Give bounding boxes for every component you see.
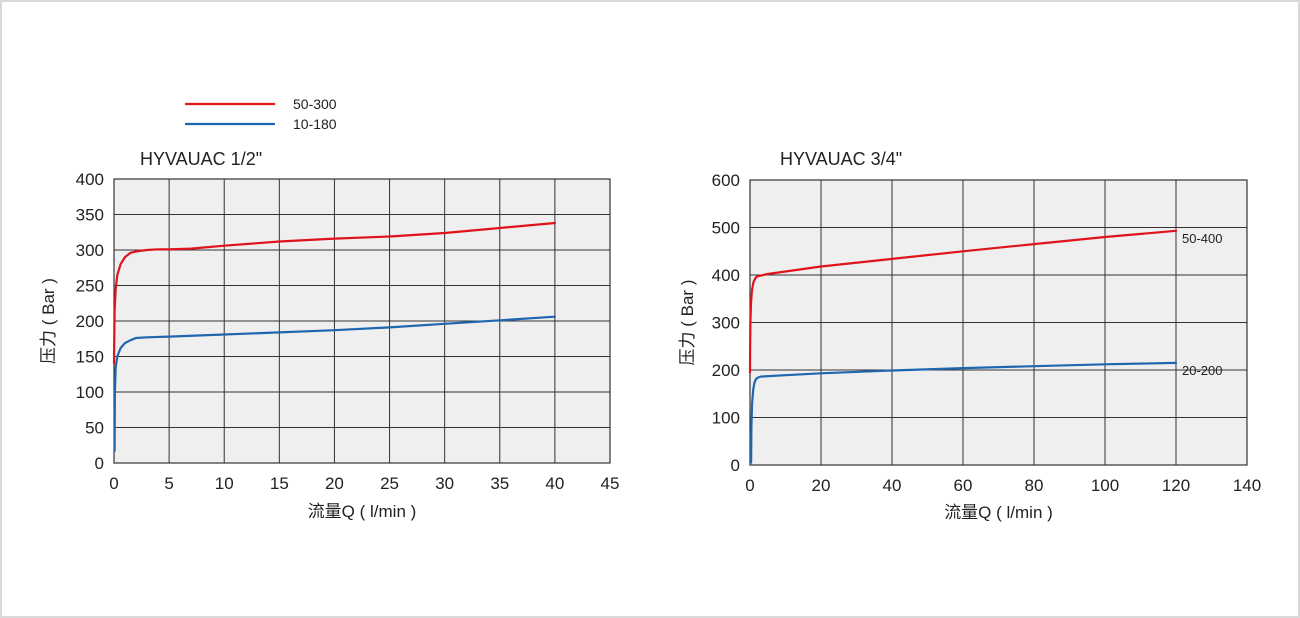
series-line-50-400 [748, 229, 1178, 374]
x-tick-label: 0 [745, 476, 754, 495]
series-line-10-180 [113, 315, 557, 452]
x-tick-label: 15 [270, 474, 289, 493]
chart-title: HYVAUAC 1/2" [140, 149, 262, 169]
y-tick-label: 400 [712, 266, 740, 285]
y-tick-label: 50 [85, 419, 104, 438]
legend-label-10-180: 10-180 [293, 116, 337, 132]
y-tick-label: 250 [76, 277, 104, 296]
y-tick-label: 500 [712, 219, 740, 238]
x-tick-label: 35 [490, 474, 509, 493]
y-tick-label: 0 [95, 454, 104, 473]
y-tick-label: 100 [76, 383, 104, 402]
x-tick-label: 140 [1233, 476, 1261, 495]
chart-2: 0 20 40 60 80 100 120 140 0 100 200 300 400 500 600 HYV… [678, 149, 1261, 522]
y-tick-label: 350 [76, 206, 104, 225]
y-tick-label: 300 [712, 314, 740, 333]
x-tick-label: 5 [164, 474, 173, 493]
x-tick-label: 0 [109, 474, 118, 493]
legend-label-50-300: 50-300 [293, 96, 337, 112]
y-axis-title: 压力 ( Bar ) [678, 280, 697, 366]
chart-1: 0 5 10 15 20 25 30 35 40 45 0 50 100 150 200 250 300 350 4… [39, 149, 619, 521]
x-tick-label: 45 [601, 474, 620, 493]
x-tick-label: 10 [215, 474, 234, 493]
x-tick-label: 120 [1162, 476, 1190, 495]
chart-title: HYVAUAC 3/4" [780, 149, 902, 169]
series-end-label-20-200: 20-200 [1182, 363, 1222, 378]
x-tick-label: 20 [325, 474, 344, 493]
y-tick-label: 400 [76, 170, 104, 189]
y-tick-label: 600 [712, 171, 740, 190]
series-line-20-200 [749, 361, 1178, 464]
y-axis-title: 压力 ( Bar ) [39, 278, 58, 364]
x-tick-label: 40 [545, 474, 564, 493]
y-tick-label: 200 [712, 361, 740, 380]
x-tick-label: 40 [883, 476, 902, 495]
x-tick-label: 25 [380, 474, 399, 493]
y-tick-label: 0 [731, 456, 740, 475]
y-tick-label: 200 [76, 312, 104, 331]
x-tick-label: 60 [954, 476, 973, 495]
y-tick-label: 100 [712, 409, 740, 428]
y-tick-label: 300 [76, 241, 104, 260]
x-tick-label: 80 [1025, 476, 1044, 495]
x-tick-label: 30 [435, 474, 454, 493]
x-tick-label: 100 [1091, 476, 1119, 495]
x-axis-title: 流量Q ( l/min ) [308, 502, 417, 521]
series-end-label-50-400: 50-400 [1182, 231, 1222, 246]
y-tick-label: 150 [76, 348, 104, 367]
x-tick-label: 20 [812, 476, 831, 495]
x-axis-title: 流量Q ( l/min ) [944, 503, 1053, 522]
series-line-50-300 [112, 221, 557, 365]
